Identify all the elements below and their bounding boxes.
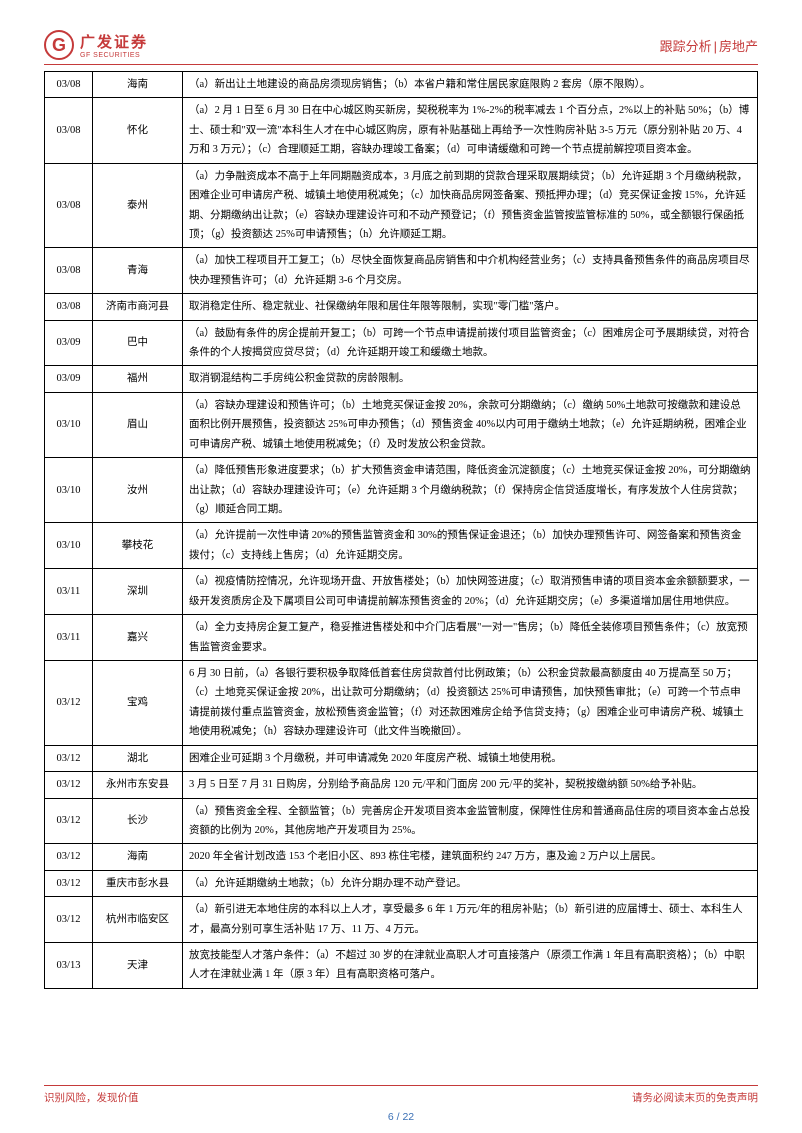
cell-date: 03/12	[45, 745, 93, 771]
cell-date: 03/11	[45, 569, 93, 615]
cell-date: 03/11	[45, 615, 93, 661]
table-row: 03/12湖北困难企业可延期 3 个月缴税，并可申请减免 2020 年度房产税、…	[45, 745, 758, 771]
table-row: 03/12永州市东安县3 月 5 日至 7 月 31 日购房，分别给予商品房 1…	[45, 772, 758, 798]
cell-desc: （a）鼓励有条件的房企提前开复工；（b）可跨一个节点申请提前拨付项目监管资金；（…	[183, 320, 758, 366]
cell-date: 03/12	[45, 660, 93, 745]
table-row: 03/08济南市商河县取消稳定住所、稳定就业、社保缴纳年限和居住年限等限制，实现…	[45, 294, 758, 320]
header-category-a: 跟踪分析	[660, 39, 712, 54]
table-row: 03/08怀化（a）2 月 1 日至 6 月 30 日在中心城区购买新房，契税税…	[45, 98, 758, 163]
cell-city: 宝鸡	[93, 660, 183, 745]
cell-desc: （a）力争融资成本不高于上年同期融资成本，3 月底之前到期的贷款合理采取展期续贷…	[183, 163, 758, 248]
cell-date: 03/09	[45, 320, 93, 366]
cell-city: 深圳	[93, 569, 183, 615]
cell-date: 03/12	[45, 798, 93, 844]
cell-desc: （a）降低预售形象进度要求；（b）扩大预售资金申请范围，降低资金沉淀额度；（c）…	[183, 458, 758, 523]
cell-city: 天津	[93, 943, 183, 989]
cell-city: 重庆市彭水县	[93, 870, 183, 896]
cell-desc: 2020 年全省计划改造 153 个老旧小区、893 栋住宅楼，建筑面积约 24…	[183, 844, 758, 870]
cell-city: 汝州	[93, 458, 183, 523]
cell-date: 03/08	[45, 72, 93, 98]
cell-date: 03/12	[45, 870, 93, 896]
cell-city: 怀化	[93, 98, 183, 163]
cell-city: 湖北	[93, 745, 183, 771]
cell-desc: （a）视疫情防控情况，允许现场开盘、开放售楼处；（b）加快网签进度；（c）取消预…	[183, 569, 758, 615]
cell-city: 永州市东安县	[93, 772, 183, 798]
cell-desc: 3 月 5 日至 7 月 31 日购房，分别给予商品房 120 元/平和门面房 …	[183, 772, 758, 798]
table-row: 03/12长沙（a）预售资金全程、全额监管；（b）完善房企开发项目资本金监管制度…	[45, 798, 758, 844]
page-footer: 识别风险，发现价值 请务必阅读末页的免责声明	[44, 1085, 758, 1105]
table-row: 03/09巴中（a）鼓励有条件的房企提前开复工；（b）可跨一个节点申请提前拨付项…	[45, 320, 758, 366]
cell-city: 泰州	[93, 163, 183, 248]
table-row: 03/10眉山（a）容缺办理建设和预售许可；（b）土地竞买保证金按 20%，余款…	[45, 392, 758, 457]
logo-text-en: GF SECURITIES	[80, 52, 148, 59]
cell-date: 03/10	[45, 458, 93, 523]
cell-desc: （a）全力支持房企复工复产，稳妥推进售楼处和中介门店看展"一对一"售房；（b）降…	[183, 615, 758, 661]
cell-city: 攀枝花	[93, 523, 183, 569]
table-row: 03/09福州取消钢混结构二手房纯公积金贷款的房龄限制。	[45, 366, 758, 392]
table-row: 03/08泰州（a）力争融资成本不高于上年同期融资成本，3 月底之前到期的贷款合…	[45, 163, 758, 248]
cell-city: 嘉兴	[93, 615, 183, 661]
cell-desc: （a）加快工程项目开工复工；（b）尽快全面恢复商品房销售和中介机构经营业务；（c…	[183, 248, 758, 294]
page-number: 6 / 22	[0, 1111, 802, 1123]
table-row: 03/08青海（a）加快工程项目开工复工；（b）尽快全面恢复商品房销售和中介机构…	[45, 248, 758, 294]
table-row: 03/10攀枝花（a）允许提前一次性申请 20%的预售监管资金和 30%的预售保…	[45, 523, 758, 569]
cell-desc: 取消钢混结构二手房纯公积金贷款的房龄限制。	[183, 366, 758, 392]
logo: 广发证券 GF SECURITIES	[44, 30, 148, 60]
header-category-b: 房地产	[719, 39, 758, 54]
cell-city: 长沙	[93, 798, 183, 844]
cell-date: 03/08	[45, 294, 93, 320]
cell-desc: 6 月 30 日前，（a）各银行要积极争取降低首套住房贷款首付比例政策；（b）公…	[183, 660, 758, 745]
cell-desc: 放宽技能型人才落户条件：（a）不超过 30 岁的在津就业高职人才可直接落户（原须…	[183, 943, 758, 989]
cell-date: 03/10	[45, 392, 93, 457]
cell-desc: 取消稳定住所、稳定就业、社保缴纳年限和居住年限等限制，实现"零门槛"落户。	[183, 294, 758, 320]
policy-table: 03/08海南（a）新出让土地建设的商品房须现房销售；（b）本省户籍和常住居民家…	[44, 71, 758, 989]
table-row: 03/08海南（a）新出让土地建设的商品房须现房销售；（b）本省户籍和常住居民家…	[45, 72, 758, 98]
page-header: 广发证券 GF SECURITIES 跟踪分析|房地产	[44, 30, 758, 65]
footer-right: 请务必阅读末页的免责声明	[632, 1090, 758, 1105]
cell-desc: （a）容缺办理建设和预售许可；（b）土地竞买保证金按 20%，余款可分期缴纳；（…	[183, 392, 758, 457]
cell-date: 03/13	[45, 943, 93, 989]
footer-left: 识别风险，发现价值	[44, 1090, 139, 1105]
table-row: 03/13天津放宽技能型人才落户条件：（a）不超过 30 岁的在津就业高职人才可…	[45, 943, 758, 989]
table-row: 03/12宝鸡6 月 30 日前，（a）各银行要积极争取降低首套住房贷款首付比例…	[45, 660, 758, 745]
cell-desc: （a）新引进无本地住房的本科以上人才，享受最多 6 年 1 万元/年的租房补贴；…	[183, 897, 758, 943]
cell-date: 03/10	[45, 523, 93, 569]
cell-city: 海南	[93, 72, 183, 98]
table-row: 03/12海南2020 年全省计划改造 153 个老旧小区、893 栋住宅楼，建…	[45, 844, 758, 870]
cell-city: 海南	[93, 844, 183, 870]
cell-city: 济南市商河县	[93, 294, 183, 320]
cell-date: 03/08	[45, 98, 93, 163]
cell-desc: （a）预售资金全程、全额监管；（b）完善房企开发项目资本金监管制度，保障性住房和…	[183, 798, 758, 844]
cell-city: 青海	[93, 248, 183, 294]
cell-city: 巴中	[93, 320, 183, 366]
cell-desc: （a）允许延期缴纳土地款；（b）允许分期办理不动产登记。	[183, 870, 758, 896]
cell-city: 杭州市临安区	[93, 897, 183, 943]
cell-date: 03/12	[45, 772, 93, 798]
table-row: 03/10汝州（a）降低预售形象进度要求；（b）扩大预售资金申请范围，降低资金沉…	[45, 458, 758, 523]
cell-desc: （a）允许提前一次性申请 20%的预售监管资金和 30%的预售保证金退还；（b）…	[183, 523, 758, 569]
logo-text-cn: 广发证券	[80, 31, 148, 52]
logo-mark-icon	[44, 30, 74, 60]
cell-date: 03/08	[45, 248, 93, 294]
table-row: 03/12杭州市临安区（a）新引进无本地住房的本科以上人才，享受最多 6 年 1…	[45, 897, 758, 943]
cell-date: 03/12	[45, 897, 93, 943]
cell-date: 03/08	[45, 163, 93, 248]
cell-desc: （a）新出让土地建设的商品房须现房销售；（b）本省户籍和常住居民家庭限购 2 套…	[183, 72, 758, 98]
cell-date: 03/12	[45, 844, 93, 870]
cell-desc: 困难企业可延期 3 个月缴税，并可申请减免 2020 年度房产税、城镇土地使用税…	[183, 745, 758, 771]
cell-date: 03/09	[45, 366, 93, 392]
table-row: 03/11深圳（a）视疫情防控情况，允许现场开盘、开放售楼处；（b）加快网签进度…	[45, 569, 758, 615]
cell-city: 眉山	[93, 392, 183, 457]
cell-desc: （a）2 月 1 日至 6 月 30 日在中心城区购买新房，契税税率为 1%-2…	[183, 98, 758, 163]
header-category: 跟踪分析|房地产	[660, 36, 758, 55]
cell-city: 福州	[93, 366, 183, 392]
table-row: 03/12重庆市彭水县（a）允许延期缴纳土地款；（b）允许分期办理不动产登记。	[45, 870, 758, 896]
table-row: 03/11嘉兴（a）全力支持房企复工复产，稳妥推进售楼处和中介门店看展"一对一"…	[45, 615, 758, 661]
